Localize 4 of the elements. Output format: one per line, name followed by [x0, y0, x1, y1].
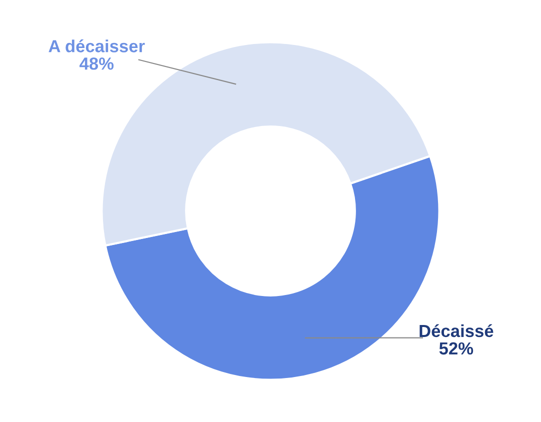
data-label: 52% [439, 342, 474, 355]
slice-label: A décaisser [48, 39, 145, 52]
data-label: 48% [80, 57, 114, 70]
slice-label: Décaissé [420, 324, 494, 338]
